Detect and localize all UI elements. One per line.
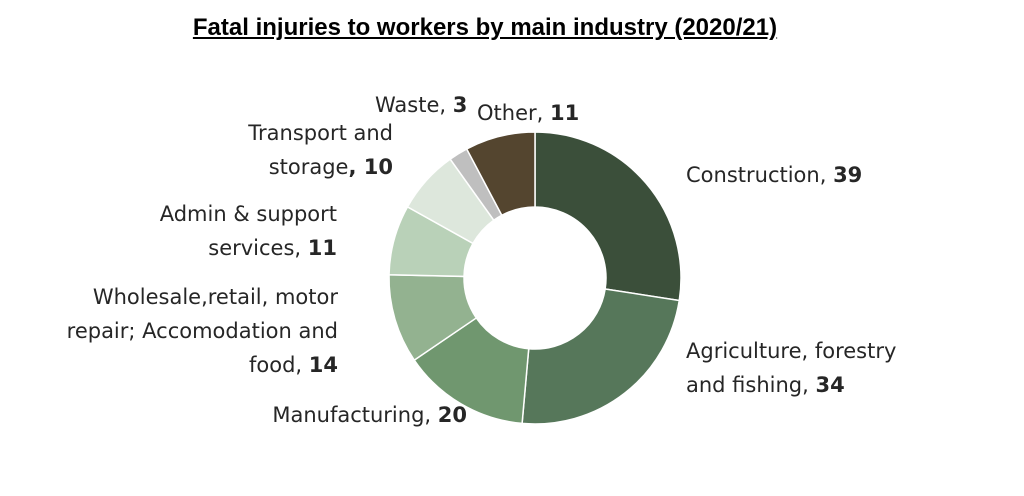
chart-title: Fatal injuries to workers by main indust… <box>192 14 778 41</box>
data-label: Wholesale,retail, motor repair; Accomodat… <box>67 285 339 377</box>
slice-construction <box>534 131 682 302</box>
data-label: Manufacturing, 20 <box>272 403 467 427</box>
data-label: Agriculture, forestry and fishing, 34 <box>686 339 896 397</box>
data-label: Transport and storage, 10 <box>247 121 393 179</box>
data-label: Admin & support services, 11 <box>160 202 337 260</box>
slice-other <box>465 131 536 217</box>
data-label: Construction, 39 <box>686 163 862 187</box>
data-label: Waste, 3 <box>375 93 467 117</box>
data-label: Other, 11 <box>477 101 579 125</box>
slice-agriculture-forestry-and-fishing <box>521 288 681 425</box>
